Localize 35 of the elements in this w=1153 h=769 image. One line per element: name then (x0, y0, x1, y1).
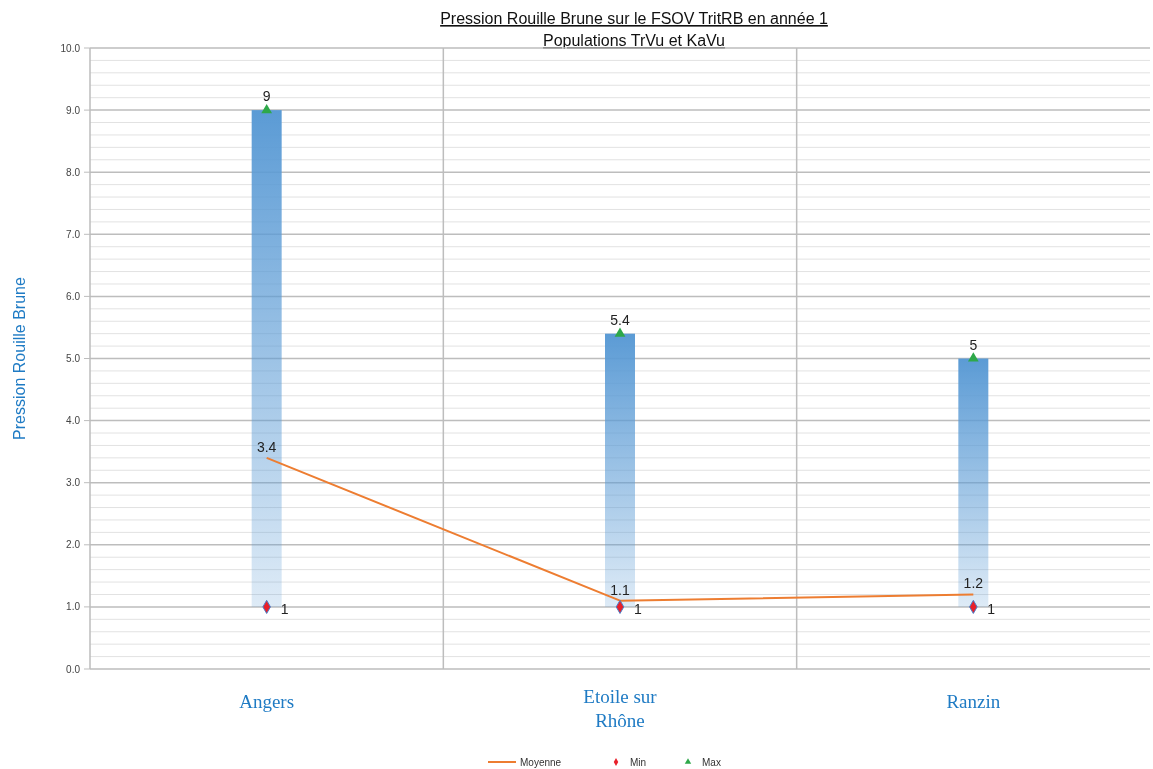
data-label: 1.2 (963, 575, 984, 592)
data-label: 1 (987, 600, 996, 617)
data-label: 1.1 (610, 581, 630, 598)
y-tick-label: 9.0 (66, 104, 81, 116)
bar (251, 110, 282, 607)
y-axis-title: Pression Rouille Brune (11, 277, 28, 440)
y-tick-label: 3.0 (66, 477, 81, 489)
y-tick-label: 2.0 (66, 539, 81, 551)
point (967, 352, 979, 362)
y-tick-label: 8.0 (66, 166, 81, 178)
y-tick-label: 7.0 (66, 228, 81, 240)
data-label: 9 (262, 88, 271, 105)
legend-label: Moyenne (520, 756, 562, 768)
data-label: 5 (969, 336, 978, 353)
point (614, 327, 626, 337)
legend-label: Max (702, 756, 721, 768)
y-tick-label: 10.0 (60, 42, 81, 54)
legend-label: Min (630, 756, 647, 768)
x-tick-label: Etoile sur Rhône (583, 686, 658, 731)
y-tick-label: 5.0 (66, 353, 81, 364)
chart-subtitle: Populations TrVu et KaVu (542, 32, 726, 49)
bar (958, 358, 989, 607)
data-label: 5.4 (610, 311, 630, 328)
data-label: 1 (280, 600, 289, 617)
chart-title: Pression Rouille Brune sur le FSOV TritRB en année 1 (440, 10, 828, 27)
data-label: 1 (634, 600, 642, 617)
y-tick-label: 1.0 (66, 601, 81, 613)
y-tick-label: 6.0 (66, 290, 81, 302)
x-tick-label: Angers (239, 691, 295, 712)
point (261, 103, 273, 114)
x-tick-label: Ranzin (946, 691, 1001, 712)
y-tick-label: 4.0 (66, 415, 81, 427)
bar (605, 333, 635, 607)
data-label: 3.4 (256, 438, 277, 455)
y-tick-label: 0.0 (66, 663, 81, 675)
